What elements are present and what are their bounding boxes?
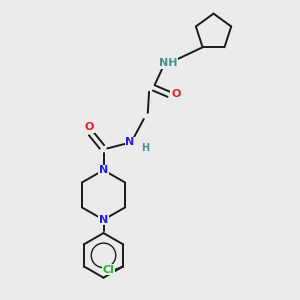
Text: O: O (85, 122, 94, 132)
Text: N: N (99, 215, 108, 225)
Text: O: O (171, 89, 180, 99)
Text: N: N (99, 165, 108, 175)
Text: NH: NH (159, 58, 178, 68)
Text: H: H (141, 143, 149, 153)
Text: Cl: Cl (103, 265, 115, 275)
Text: N: N (125, 137, 134, 147)
